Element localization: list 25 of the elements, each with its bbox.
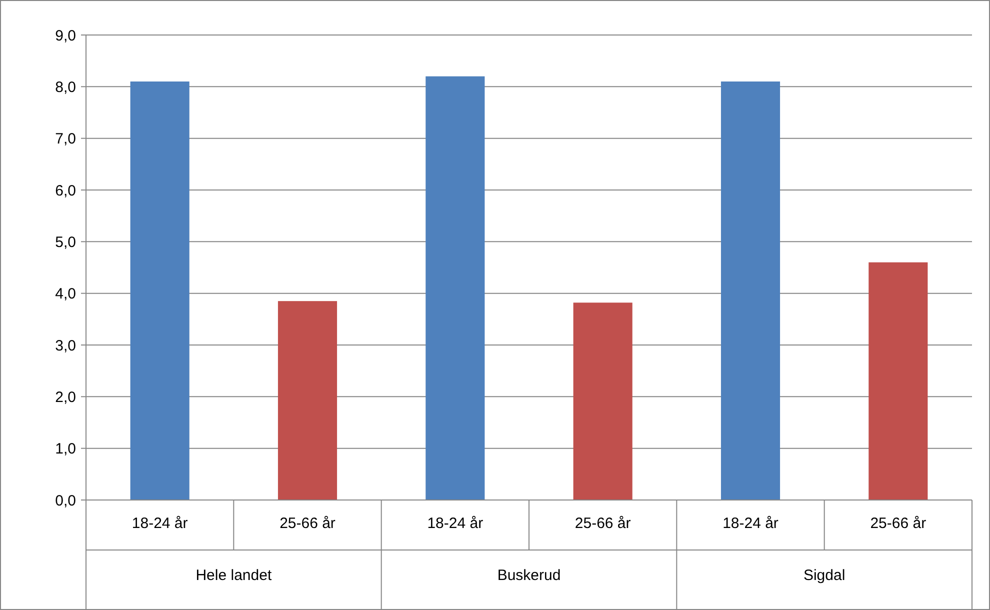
bar — [720, 82, 780, 500]
y-tick-label: 7,0 — [55, 130, 76, 148]
text: 18-24 år — [427, 515, 484, 532]
bar — [868, 262, 928, 500]
bar — [426, 76, 485, 500]
bar — [278, 301, 338, 500]
text: 18-24 år — [722, 515, 778, 532]
series-label: 25-66 år — [280, 515, 336, 532]
text: 25-66 år — [574, 515, 631, 532]
series-label: 18-24 år — [132, 515, 188, 532]
y-tick-label: 3,0 — [55, 337, 76, 354]
bar — [130, 82, 190, 500]
y-tick-label: 0,0 — [55, 492, 76, 510]
text: 25-66 år — [870, 515, 926, 532]
x-tick-label: Sigdal — [803, 567, 846, 584]
x-tick-label: Buskerud — [497, 567, 561, 584]
y-tick-label: 5,0 — [55, 234, 76, 251]
bar — [573, 302, 632, 500]
y-tick-label: 1,0 — [55, 440, 76, 458]
y-tick-label: 8,0 — [55, 78, 76, 96]
y-tick-label: 4,0 — [55, 286, 76, 303]
y-tick-label: 9,0 — [55, 27, 76, 44]
y-tick-label: 2,0 — [55, 388, 76, 406]
x-tick-label: Hele landet — [196, 567, 272, 584]
y-tick-label: 6,0 — [55, 182, 76, 200]
